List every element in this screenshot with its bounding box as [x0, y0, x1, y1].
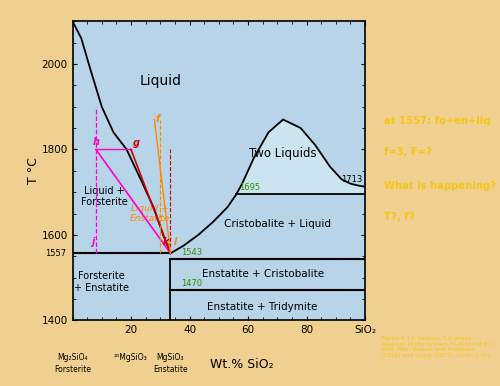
Text: What is happening?: What is happening? — [384, 181, 496, 191]
Text: g: g — [132, 138, 140, 148]
Text: Mg₂SiO₄: Mg₂SiO₄ — [57, 353, 88, 362]
Text: l: l — [174, 237, 177, 247]
Text: Figure 6-12. Isobaric T-X phase
diagram of the system Fo-Silica at 0.1
MPa. Afte: Figure 6-12. Isobaric T-X phase diagram … — [382, 336, 494, 358]
Text: Liquid +
Enstatite: Liquid + Enstatite — [130, 204, 170, 223]
Text: ²⁰MgSiO₃: ²⁰MgSiO₃ — [114, 353, 148, 362]
Text: Forsterite
+ Enstatite: Forsterite + Enstatite — [74, 271, 129, 293]
Text: Wt.% SiO₂: Wt.% SiO₂ — [210, 357, 274, 371]
Text: 1713: 1713 — [341, 176, 362, 185]
Text: Liquid +
Forsterite: Liquid + Forsterite — [82, 186, 128, 207]
Text: 1695: 1695 — [239, 183, 260, 192]
Text: f: f — [156, 113, 160, 124]
Text: Forsterite: Forsterite — [54, 365, 91, 374]
Text: Enstatite + Cristobalite: Enstatite + Cristobalite — [202, 269, 324, 279]
Text: Two Liquids: Two Liquids — [250, 147, 317, 160]
Text: at 1557: fo+en+liq: at 1557: fo+en+liq — [384, 116, 490, 126]
Polygon shape — [236, 120, 365, 194]
Text: Enstatite + Tridymite: Enstatite + Tridymite — [208, 302, 318, 312]
Text: 1557: 1557 — [46, 249, 66, 258]
Text: j: j — [92, 237, 95, 247]
Text: Liquid: Liquid — [139, 74, 181, 88]
Text: 1470: 1470 — [180, 279, 202, 288]
Text: MgSiO₃: MgSiO₃ — [156, 353, 184, 362]
Text: Cristobalite + Liquid: Cristobalite + Liquid — [224, 219, 331, 229]
Text: 1543: 1543 — [180, 248, 202, 257]
Text: Enstatite: Enstatite — [153, 365, 188, 374]
Text: k: k — [163, 237, 170, 247]
Text: f=3, F=?: f=3, F=? — [384, 147, 432, 157]
Y-axis label: T °C: T °C — [27, 157, 40, 184]
Text: h: h — [92, 137, 100, 147]
Text: T?, f?: T?, f? — [384, 212, 414, 222]
